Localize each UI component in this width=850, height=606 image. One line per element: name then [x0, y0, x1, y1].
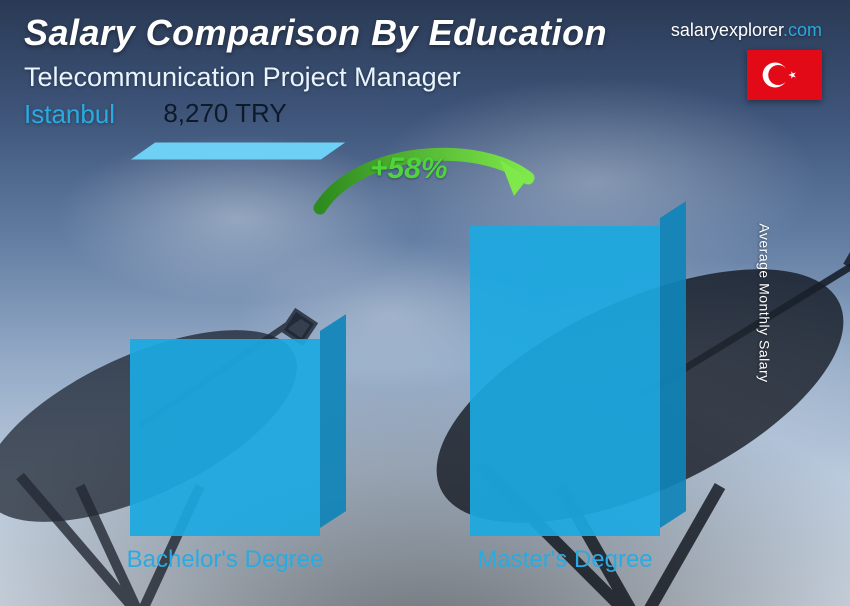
bar-chart: 8,270 TRYBachelor's Degree 13,000 TRYMast… [70, 170, 780, 576]
brand-label: salaryexplorer.com [671, 20, 822, 41]
bar: 13,000 TRYMaster's Degree [470, 226, 660, 536]
bar-category-label: Master's Degree [405, 546, 725, 574]
turkey-flag-icon [747, 50, 822, 100]
infographic-stage: Salary Comparison By Education Telecommu… [0, 0, 850, 606]
bar-category-label: Bachelor's Degree [65, 546, 385, 574]
subtitle: Telecommunication Project Manager [24, 62, 826, 93]
brand-name: salaryexplorer [671, 20, 783, 40]
bar-value-label: 8,270 TRY [95, 98, 355, 129]
bar: 8,270 TRYBachelor's Degree [130, 339, 320, 536]
brand-suffix: .com [783, 20, 822, 40]
